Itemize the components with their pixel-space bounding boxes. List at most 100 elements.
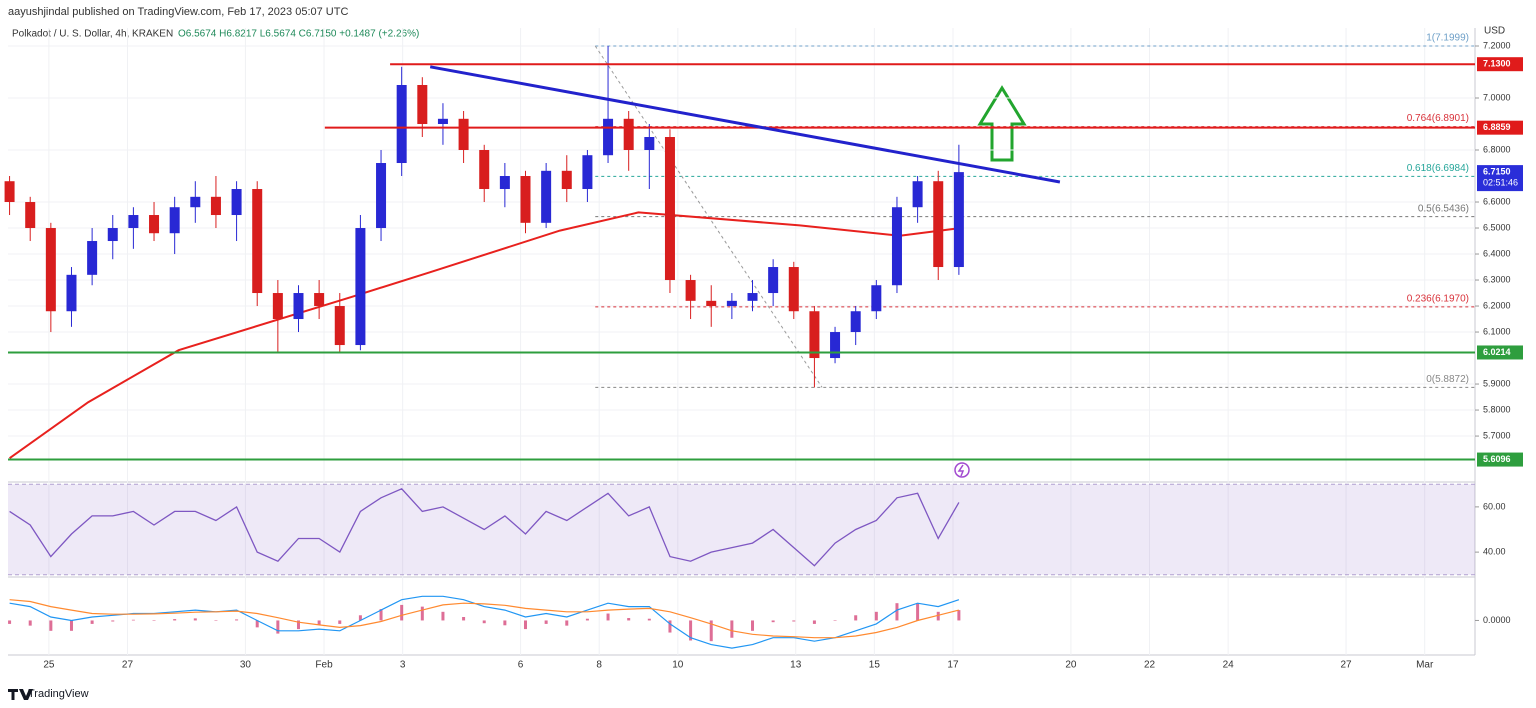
candle-body [272, 293, 283, 320]
macd-histogram-bar [296, 620, 300, 630]
level-tag [1477, 57, 1523, 72]
macd-histogram-bar [173, 619, 177, 621]
fib-label: 0.764(6.8901) [1407, 113, 1469, 124]
macd-histogram-bar [833, 620, 837, 621]
level-tag-label: 6.0214 [1483, 347, 1511, 357]
candle-body [417, 84, 428, 125]
macd-histogram-bar [276, 620, 280, 634]
moving-average [9, 211, 961, 460]
macd-histogram-bar [193, 618, 197, 621]
fib-label: 1(7.1999) [1426, 33, 1469, 44]
candle-body [334, 306, 345, 346]
macd-histogram-bar [606, 613, 610, 621]
y-tick-label: 6.1000 [1483, 326, 1511, 336]
event-icon-bolt [957, 464, 965, 477]
macd-histogram-bar [441, 611, 445, 621]
level-tag [1477, 452, 1523, 467]
candle-body [850, 311, 861, 333]
y-tick-label: 0.0000 [1483, 615, 1511, 625]
y-tick-label: 40.00 [1483, 546, 1506, 556]
macd-histogram-bar [751, 620, 755, 631]
candle-body [479, 150, 490, 190]
candle-body [912, 181, 923, 208]
candle-body [437, 118, 448, 125]
candle-body [107, 228, 118, 242]
x-tick-label: 15 [869, 660, 881, 671]
macd-histogram-bar [689, 620, 693, 641]
x-tick-label: 25 [43, 660, 55, 671]
y-tick-label: 5.8000 [1483, 404, 1511, 414]
x-tick-label: 10 [672, 660, 684, 671]
macd-histogram-bar [627, 618, 631, 621]
macd-histogram-bar [338, 620, 342, 624]
ohlc: O6.5674 H6.8217 L6.5674 C6.7150 +0.1487 … [178, 29, 419, 40]
macd-histogram-bar [647, 618, 651, 621]
macd-histogram-bar [358, 615, 362, 621]
candle-body [169, 207, 180, 234]
macd-histogram-bar [936, 611, 940, 621]
candle-body [933, 181, 944, 268]
macd-histogram-bar [709, 620, 713, 642]
x-tick-label: Feb [315, 660, 333, 671]
macd-histogram-bar [730, 620, 734, 638]
candle-body [830, 332, 841, 359]
x-tick-label: 27 [122, 660, 134, 671]
macd-histogram-bar [400, 604, 404, 621]
last-price-tag [1477, 165, 1523, 192]
candle-body [231, 189, 242, 216]
macd-line [9, 595, 960, 649]
candle-body [685, 280, 696, 301]
x-tick-label: 22 [1144, 660, 1156, 671]
candle-body [355, 228, 366, 346]
rsi-line [9, 488, 960, 567]
candle-body [788, 267, 799, 312]
candle-body [582, 155, 593, 190]
candle-body [128, 215, 139, 229]
candle-body [314, 293, 325, 307]
fib-label: 0(5.8872) [1426, 374, 1469, 385]
macd-line [9, 599, 960, 639]
level-tag [1477, 120, 1523, 135]
candle-body [726, 300, 737, 307]
y-tick-label: 5.9000 [1483, 378, 1511, 388]
candle-body [871, 285, 882, 312]
macd-histogram-bar [895, 603, 899, 621]
macd-histogram-bar [585, 618, 589, 621]
macd-histogram-bar [503, 620, 507, 626]
macd-histogram-bar [771, 620, 775, 623]
level-tag-label: 5.6096 [1483, 454, 1511, 464]
macd-histogram-bar [8, 620, 12, 624]
fib-label: 0.5(6.5436) [1418, 203, 1469, 214]
macd-histogram-bar [152, 620, 156, 621]
macd-histogram-bar [235, 619, 239, 621]
y-tick-label: 6.6000 [1483, 196, 1511, 206]
macd-histogram-bar [69, 620, 73, 631]
up-arrow [977, 85, 1027, 162]
x-tick-label: Mar [1416, 660, 1434, 671]
symbol: Polkadot / U. S. Dollar, 4h, KRAKEN [12, 29, 173, 40]
y-tick-label: 6.8000 [1483, 144, 1511, 154]
macd-histogram-bar [90, 620, 94, 624]
y-tick-label: 7.0000 [1483, 92, 1511, 102]
x-tick-label: 24 [1223, 660, 1235, 671]
y-tick-label: 6.4000 [1483, 248, 1511, 258]
candle-body [149, 215, 160, 234]
last-price-label: 6.7150 [1483, 166, 1511, 176]
y-tick-label: 5.7000 [1483, 430, 1511, 440]
level-tag-label: 7.1300 [1483, 59, 1511, 69]
macd-histogram-bar [916, 603, 920, 621]
level-tag-label: 6.8859 [1483, 122, 1511, 132]
macd-histogram-bar [812, 620, 816, 624]
candle-body [458, 118, 469, 151]
trendline [429, 65, 1061, 184]
macd-histogram-bar [49, 620, 53, 631]
event-icon [954, 462, 970, 478]
candle-body [664, 137, 675, 281]
macd-histogram-bar [379, 609, 383, 621]
macd-histogram-bar [957, 610, 961, 621]
last-price-countdown: 02:51:46 [1483, 177, 1518, 187]
candle-body [747, 293, 758, 301]
macd-histogram-bar [523, 620, 527, 630]
